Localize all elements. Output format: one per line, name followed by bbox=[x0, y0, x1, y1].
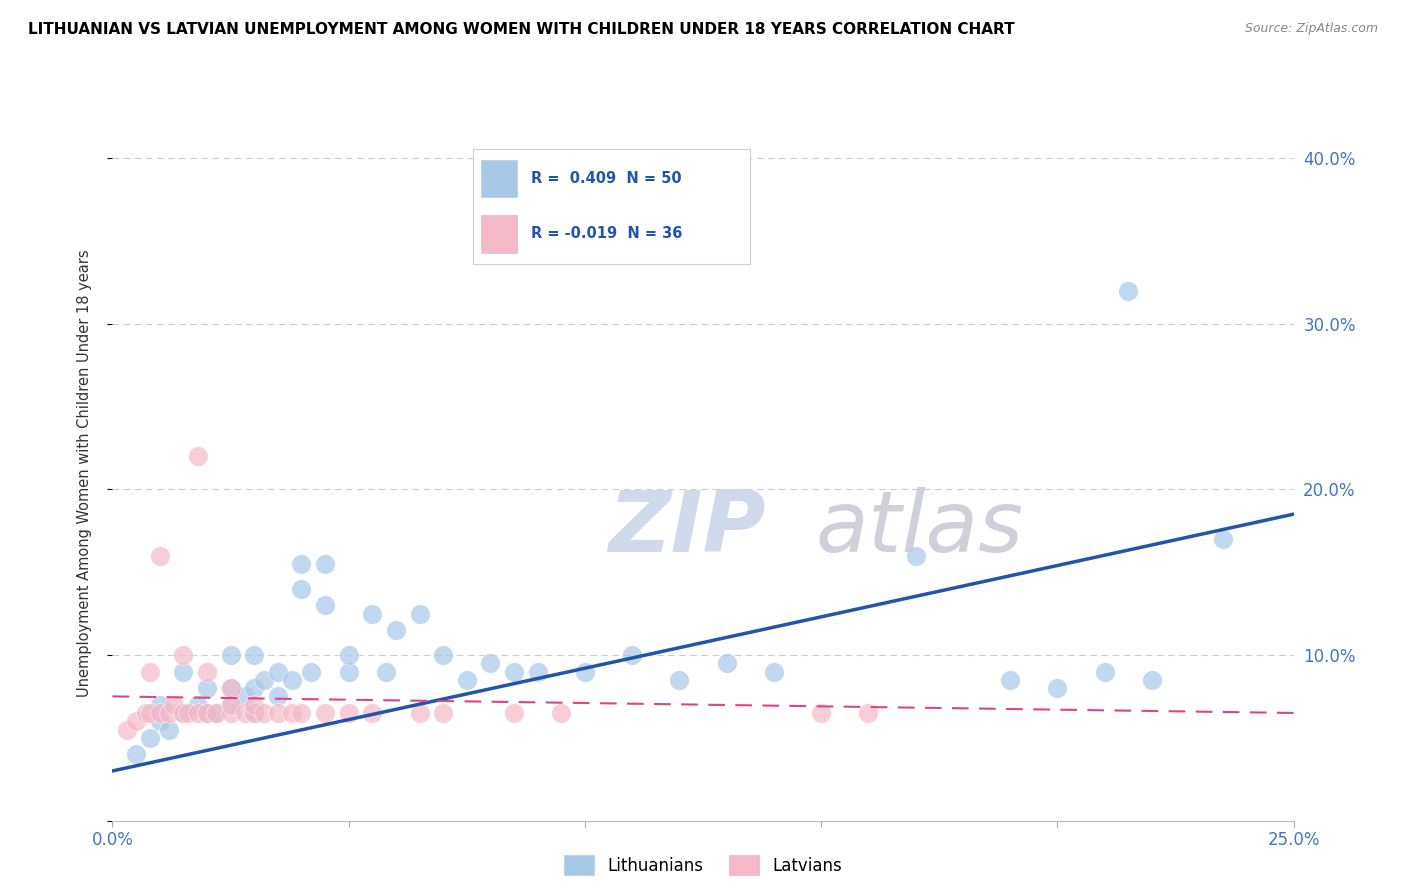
Point bbox=[267, 706, 290, 720]
Point bbox=[314, 557, 336, 571]
Point bbox=[503, 706, 526, 720]
Point bbox=[243, 648, 266, 662]
Point bbox=[219, 648, 242, 662]
Point bbox=[385, 623, 408, 637]
Point bbox=[621, 648, 644, 662]
Point bbox=[375, 665, 398, 679]
Point bbox=[526, 665, 548, 679]
Point bbox=[219, 698, 242, 712]
Point bbox=[149, 706, 172, 720]
Point bbox=[205, 706, 228, 720]
Point bbox=[408, 607, 430, 621]
Point bbox=[998, 673, 1021, 687]
Text: LITHUANIAN VS LATVIAN UNEMPLOYMENT AMONG WOMEN WITH CHILDREN UNDER 18 YEARS CORR: LITHUANIAN VS LATVIAN UNEMPLOYMENT AMONG… bbox=[28, 22, 1015, 37]
Point bbox=[1046, 681, 1069, 695]
Point bbox=[314, 706, 336, 720]
Point bbox=[314, 599, 336, 613]
Point bbox=[195, 681, 218, 695]
Point bbox=[281, 673, 304, 687]
Point bbox=[219, 681, 242, 695]
Point bbox=[267, 690, 290, 704]
Point bbox=[157, 723, 180, 737]
Point bbox=[1094, 665, 1116, 679]
Point bbox=[810, 706, 832, 720]
Point bbox=[163, 698, 186, 712]
Text: atlas: atlas bbox=[815, 487, 1024, 570]
Point bbox=[904, 549, 927, 563]
Point bbox=[172, 665, 194, 679]
Point bbox=[157, 706, 180, 720]
Point bbox=[219, 681, 242, 695]
Point bbox=[233, 706, 256, 720]
Point bbox=[172, 706, 194, 720]
Point bbox=[361, 607, 384, 621]
Point bbox=[479, 657, 502, 671]
Point bbox=[177, 706, 200, 720]
Point bbox=[149, 549, 172, 563]
Point bbox=[267, 665, 290, 679]
Point bbox=[172, 706, 194, 720]
Y-axis label: Unemployment Among Women with Children Under 18 years: Unemployment Among Women with Children U… bbox=[77, 249, 91, 697]
Legend: Lithuanians, Latvians: Lithuanians, Latvians bbox=[558, 848, 848, 882]
Point bbox=[290, 582, 312, 596]
Point bbox=[186, 449, 208, 463]
Point bbox=[361, 706, 384, 720]
Point bbox=[281, 706, 304, 720]
Point bbox=[243, 706, 266, 720]
Point bbox=[668, 673, 690, 687]
Point bbox=[337, 706, 360, 720]
Point bbox=[503, 665, 526, 679]
Point bbox=[858, 706, 880, 720]
Point bbox=[243, 681, 266, 695]
Point bbox=[149, 714, 172, 729]
Point bbox=[195, 706, 218, 720]
Point bbox=[219, 706, 242, 720]
Point bbox=[290, 706, 312, 720]
Point bbox=[139, 731, 162, 745]
Point bbox=[135, 706, 157, 720]
Point bbox=[125, 747, 148, 762]
Point bbox=[243, 706, 266, 720]
Point bbox=[299, 665, 322, 679]
Point bbox=[149, 698, 172, 712]
Point bbox=[195, 706, 218, 720]
Point bbox=[456, 673, 478, 687]
Point bbox=[243, 698, 266, 712]
Point bbox=[172, 648, 194, 662]
Text: ZIP: ZIP bbox=[609, 487, 766, 570]
Point bbox=[432, 648, 454, 662]
Point bbox=[186, 698, 208, 712]
Point bbox=[432, 706, 454, 720]
Point bbox=[233, 690, 256, 704]
Point bbox=[125, 714, 148, 729]
Point bbox=[337, 665, 360, 679]
Point bbox=[290, 557, 312, 571]
Point bbox=[716, 657, 738, 671]
Point bbox=[1212, 532, 1234, 546]
Point bbox=[195, 665, 218, 679]
Point bbox=[219, 698, 242, 712]
Point bbox=[1140, 673, 1163, 687]
Point bbox=[139, 706, 162, 720]
Point bbox=[139, 665, 162, 679]
Point bbox=[550, 706, 572, 720]
Point bbox=[253, 706, 276, 720]
Point bbox=[205, 706, 228, 720]
Text: Source: ZipAtlas.com: Source: ZipAtlas.com bbox=[1244, 22, 1378, 36]
Point bbox=[115, 723, 138, 737]
Point bbox=[186, 706, 208, 720]
Point bbox=[408, 706, 430, 720]
Point bbox=[1116, 284, 1139, 298]
Point bbox=[574, 665, 596, 679]
Point bbox=[762, 665, 785, 679]
Point bbox=[337, 648, 360, 662]
Point bbox=[253, 673, 276, 687]
